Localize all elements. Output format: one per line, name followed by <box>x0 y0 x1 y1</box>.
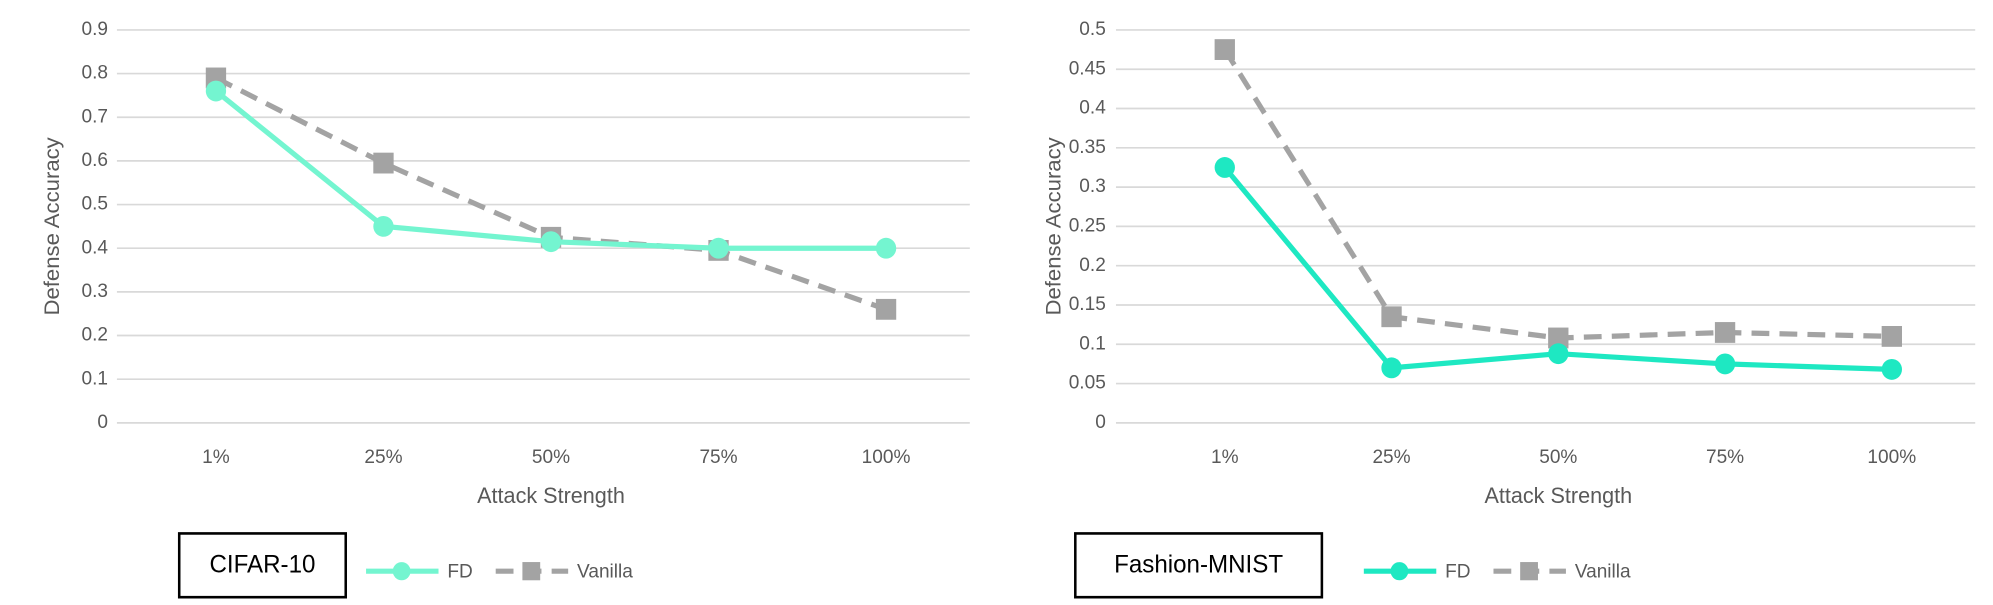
y-tick-label: 0.7 <box>82 106 108 127</box>
y-tick-label: 0.3 <box>82 281 108 302</box>
chart: 0 0.05 0.1 0.15 0.2 0.25 0.3 0.35 0.4 0.45 0.5 1% 25… <box>1041 19 1976 599</box>
y-tick-label: 0.8 <box>82 63 108 84</box>
x-tick-label: 1% <box>1211 447 1239 468</box>
series-line <box>1222 48 1892 341</box>
legend-marker <box>1520 562 1538 581</box>
x-axis-title: Attack Strength <box>477 483 625 508</box>
point <box>1214 39 1235 60</box>
x-tick-label: 50% <box>532 447 570 468</box>
point <box>1214 157 1235 178</box>
title-box <box>1074 532 1324 599</box>
point <box>373 215 394 237</box>
series-line <box>214 89 887 251</box>
point <box>1548 343 1569 365</box>
y-tick-label: 0.25 <box>1069 215 1106 236</box>
legend-label: FD <box>447 561 472 582</box>
point <box>1381 306 1402 328</box>
y-tick-label: 0.4 <box>1079 97 1106 118</box>
point <box>205 80 227 102</box>
chart-title: CIFAR-10 <box>209 551 315 578</box>
series-line <box>214 75 887 312</box>
point <box>1381 357 1402 379</box>
point <box>1881 359 1902 380</box>
y-tick-label: 0.35 <box>1069 137 1106 158</box>
y-tick-label: 0.5 <box>1079 19 1105 40</box>
x-tick-label: 75% <box>699 447 737 468</box>
point <box>373 152 394 174</box>
y-tick-label: 0.3 <box>1079 176 1105 197</box>
point <box>875 298 897 320</box>
point <box>875 237 897 259</box>
point <box>1714 353 1736 375</box>
point <box>540 231 562 253</box>
point <box>708 237 729 259</box>
y-tick-label: 0.45 <box>1069 58 1106 79</box>
legend-marker <box>1390 562 1409 581</box>
point <box>1548 327 1569 349</box>
x-tick-label: 100% <box>1867 447 1916 468</box>
x-tick-label: 25% <box>1372 447 1410 468</box>
legend-label: Vanilla <box>577 561 633 582</box>
x-tick-label: 25% <box>364 447 402 468</box>
y-tick-label: 0.1 <box>1079 333 1105 354</box>
y-tick-label: 0 <box>97 412 108 433</box>
point <box>1714 322 1736 343</box>
y-tick-label: 0.05 <box>1069 373 1106 394</box>
y-tick-label: 0.2 <box>1079 255 1105 276</box>
x-tick-label: 50% <box>1539 447 1577 468</box>
chart: 0 0.1 0.2 0.3 0.4 0.5 0.6 0.7 0.8 0.9 1% 25% 50% 75% 1… <box>39 19 970 599</box>
chart-title: Fashion-MNIST <box>1114 551 1283 578</box>
x-tick-label: 100% <box>862 447 911 468</box>
legend-marker <box>522 562 541 581</box>
y-tick-label: 0.15 <box>1069 294 1106 315</box>
y-axis-title: Defense Accuracy <box>39 137 64 315</box>
y-tick-label: 0.5 <box>82 194 108 215</box>
y-tick-label: 0 <box>1095 412 1106 433</box>
y-axis-title: Defense Accuracy <box>1041 137 1066 315</box>
x-tick-label: 1% <box>202 447 230 468</box>
point <box>1881 325 1902 347</box>
y-tick-label: 0.1 <box>82 368 108 389</box>
x-axis-title: Attack Strength <box>1484 483 1632 508</box>
title-box <box>177 532 347 599</box>
y-tick-label: 0.9 <box>82 19 108 40</box>
y-tick-label: 0.6 <box>82 150 108 171</box>
legend-label: FD <box>1445 561 1470 582</box>
legend-marker <box>392 562 411 581</box>
y-tick-label: 0.2 <box>82 325 108 346</box>
legend-label: Vanilla <box>1575 561 1631 582</box>
x-tick-label: 75% <box>1706 447 1744 468</box>
y-tick-label: 0.4 <box>82 237 109 258</box>
